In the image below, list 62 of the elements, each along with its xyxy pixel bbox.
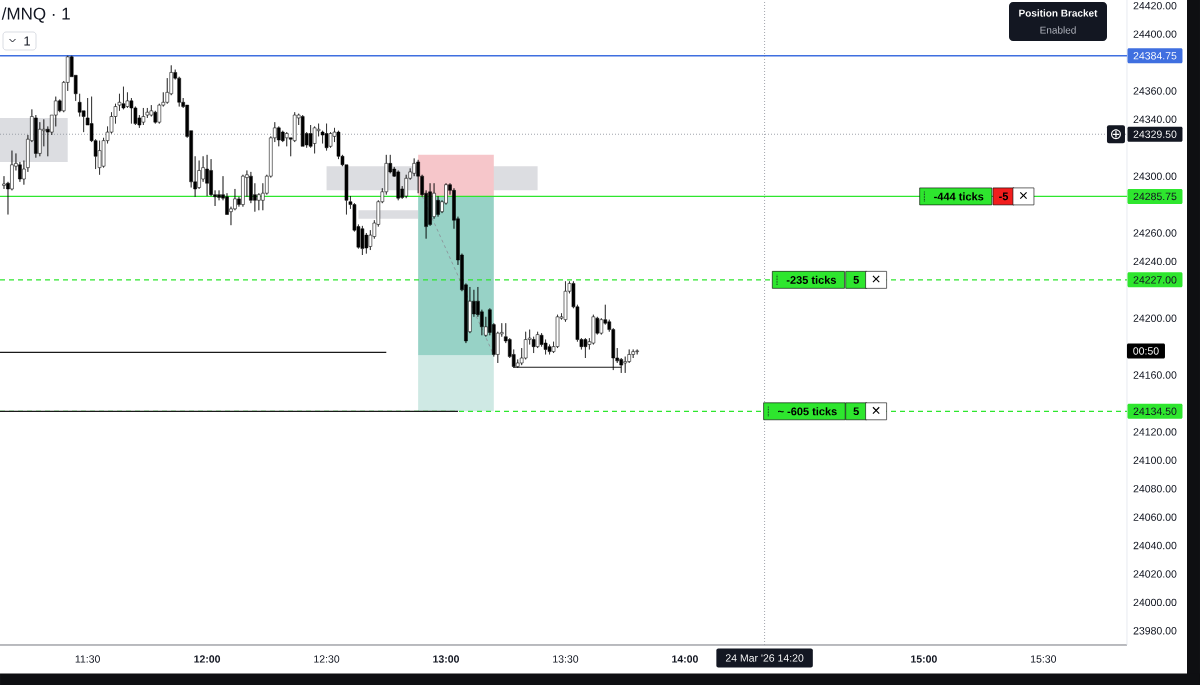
y-tick-label: 24120.00 <box>1133 428 1177 436</box>
y-tick-label: 23980.00 <box>1133 627 1177 635</box>
candlestick <box>416 159 420 194</box>
x-tick-label: 13:00 <box>433 655 460 663</box>
candlestick <box>324 123 329 151</box>
y-tick-label: 24160.00 <box>1133 371 1177 379</box>
annotation: × <box>872 406 880 414</box>
x-tick-label: 14:00 <box>672 655 698 663</box>
x-tick-label: 11:30 <box>75 655 100 663</box>
candlestick <box>121 86 126 110</box>
candlestick <box>583 337 588 359</box>
candlestick <box>97 140 102 176</box>
annotation: ~ -605 ticks <box>778 407 837 416</box>
candlestick <box>241 174 245 207</box>
y-tick-label: 24020.00 <box>1133 570 1177 578</box>
y-tick-label: 24240.00 <box>1133 257 1177 266</box>
text: 00:50 <box>1133 347 1159 355</box>
annotation: -235 ticks <box>786 275 836 284</box>
y-tick-label: 24000.00 <box>1133 598 1177 607</box>
y-tick-label: 24260.00 <box>1133 229 1177 237</box>
candlestick <box>635 349 639 355</box>
x-tick-label: 15:00 <box>911 655 937 663</box>
x-tick-label: 12:30 <box>314 655 340 663</box>
chart-title: /MNQ · 1 <box>1 7 70 23</box>
candlestick <box>276 126 281 147</box>
annotation: -444 ticks <box>934 192 984 201</box>
candlestick <box>280 130 285 143</box>
y-tick-label: 24360.00 <box>1133 87 1177 95</box>
candlestick <box>141 107 146 126</box>
ref-line-label: 24329.50 <box>1133 130 1177 138</box>
annotation: Enabled <box>1040 26 1076 34</box>
candlestick <box>563 281 568 323</box>
candlestick <box>300 114 305 147</box>
x-tick-label: 15:30 <box>1031 655 1057 663</box>
y-tick-label: 24060.00 <box>1133 513 1177 521</box>
ref-line-label: 24285.75 <box>1133 192 1177 201</box>
y-tick-label: 24080.00 <box>1133 485 1177 493</box>
annotation: -5 <box>999 192 1009 201</box>
y-tick-label: 24100.00 <box>1133 456 1177 465</box>
annotation: × <box>1019 191 1027 200</box>
ref-line-label: 24384.75 <box>1133 52 1177 60</box>
annotation: 5 <box>853 407 859 416</box>
y-tick-label: 24040.00 <box>1133 541 1177 550</box>
annotation: ⊕ <box>1111 129 1121 140</box>
y-tick-label: 24420.00 <box>1133 1 1177 10</box>
y-tick-label: 24200.00 <box>1133 314 1177 322</box>
annotation: Position Bracket <box>1019 9 1098 17</box>
x-tick-label: 13:30 <box>553 655 579 663</box>
annotation: × <box>872 275 880 283</box>
candlestick <box>312 126 317 154</box>
y-tick-label: 24300.00 <box>1133 172 1177 180</box>
annotation: 5 <box>853 276 859 284</box>
ref-line-label: 24 Mar '26 14:20 <box>725 654 804 662</box>
candlestick <box>396 170 401 201</box>
candlestick <box>360 225 365 256</box>
candlestick <box>205 154 209 197</box>
y-tick-label: 24340.00 <box>1133 115 1177 124</box>
annotation: 1 <box>24 36 30 46</box>
y-tick-label: 24400.00 <box>1133 30 1177 38</box>
x-tick-label: 12:00 <box>194 655 221 663</box>
ref-line-label: 24134.50 <box>1133 407 1177 416</box>
ref-line-label: 24227.00 <box>1133 276 1177 284</box>
